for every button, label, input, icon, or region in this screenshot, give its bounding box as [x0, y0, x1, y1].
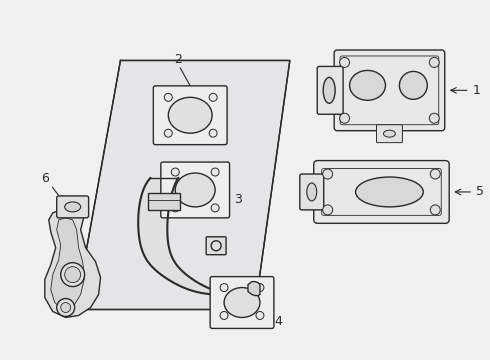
Circle shape	[323, 169, 333, 179]
Circle shape	[323, 205, 333, 215]
Circle shape	[209, 93, 217, 101]
FancyBboxPatch shape	[206, 237, 226, 255]
Text: 3: 3	[234, 193, 242, 206]
Circle shape	[172, 204, 179, 212]
Polygon shape	[138, 178, 270, 296]
Ellipse shape	[384, 130, 395, 137]
Polygon shape	[45, 205, 100, 318]
Text: 6: 6	[41, 171, 49, 185]
Circle shape	[220, 311, 228, 319]
FancyBboxPatch shape	[314, 161, 449, 223]
Circle shape	[340, 58, 349, 67]
Circle shape	[220, 284, 228, 292]
Polygon shape	[248, 282, 260, 296]
Ellipse shape	[399, 71, 427, 99]
Circle shape	[172, 168, 179, 176]
FancyBboxPatch shape	[210, 276, 274, 328]
Circle shape	[164, 129, 172, 137]
Circle shape	[164, 93, 172, 101]
Ellipse shape	[224, 288, 260, 318]
Circle shape	[211, 241, 221, 251]
FancyBboxPatch shape	[334, 50, 445, 131]
Circle shape	[61, 302, 71, 312]
FancyBboxPatch shape	[376, 125, 402, 143]
Circle shape	[429, 58, 439, 67]
Ellipse shape	[323, 77, 335, 103]
Ellipse shape	[307, 183, 317, 201]
Ellipse shape	[349, 71, 386, 100]
Circle shape	[57, 298, 74, 316]
Ellipse shape	[168, 97, 212, 133]
Ellipse shape	[356, 177, 423, 207]
Circle shape	[256, 311, 264, 319]
Circle shape	[65, 267, 81, 283]
FancyBboxPatch shape	[317, 67, 343, 114]
Text: 5: 5	[476, 185, 484, 198]
Text: 2: 2	[174, 54, 182, 67]
Circle shape	[211, 204, 219, 212]
FancyBboxPatch shape	[161, 162, 229, 218]
Circle shape	[256, 284, 264, 292]
Text: 4: 4	[274, 315, 282, 328]
Polygon shape	[148, 193, 180, 210]
Polygon shape	[51, 218, 85, 310]
Text: 1: 1	[473, 84, 481, 97]
Circle shape	[209, 129, 217, 137]
Circle shape	[211, 168, 219, 176]
FancyBboxPatch shape	[57, 196, 89, 218]
Circle shape	[61, 263, 85, 287]
Ellipse shape	[175, 173, 215, 207]
Circle shape	[340, 113, 349, 123]
FancyBboxPatch shape	[300, 174, 324, 210]
Ellipse shape	[65, 202, 81, 212]
Circle shape	[430, 205, 440, 215]
FancyBboxPatch shape	[153, 86, 227, 145]
Circle shape	[430, 169, 440, 179]
Circle shape	[429, 113, 439, 123]
Polygon shape	[75, 60, 290, 310]
